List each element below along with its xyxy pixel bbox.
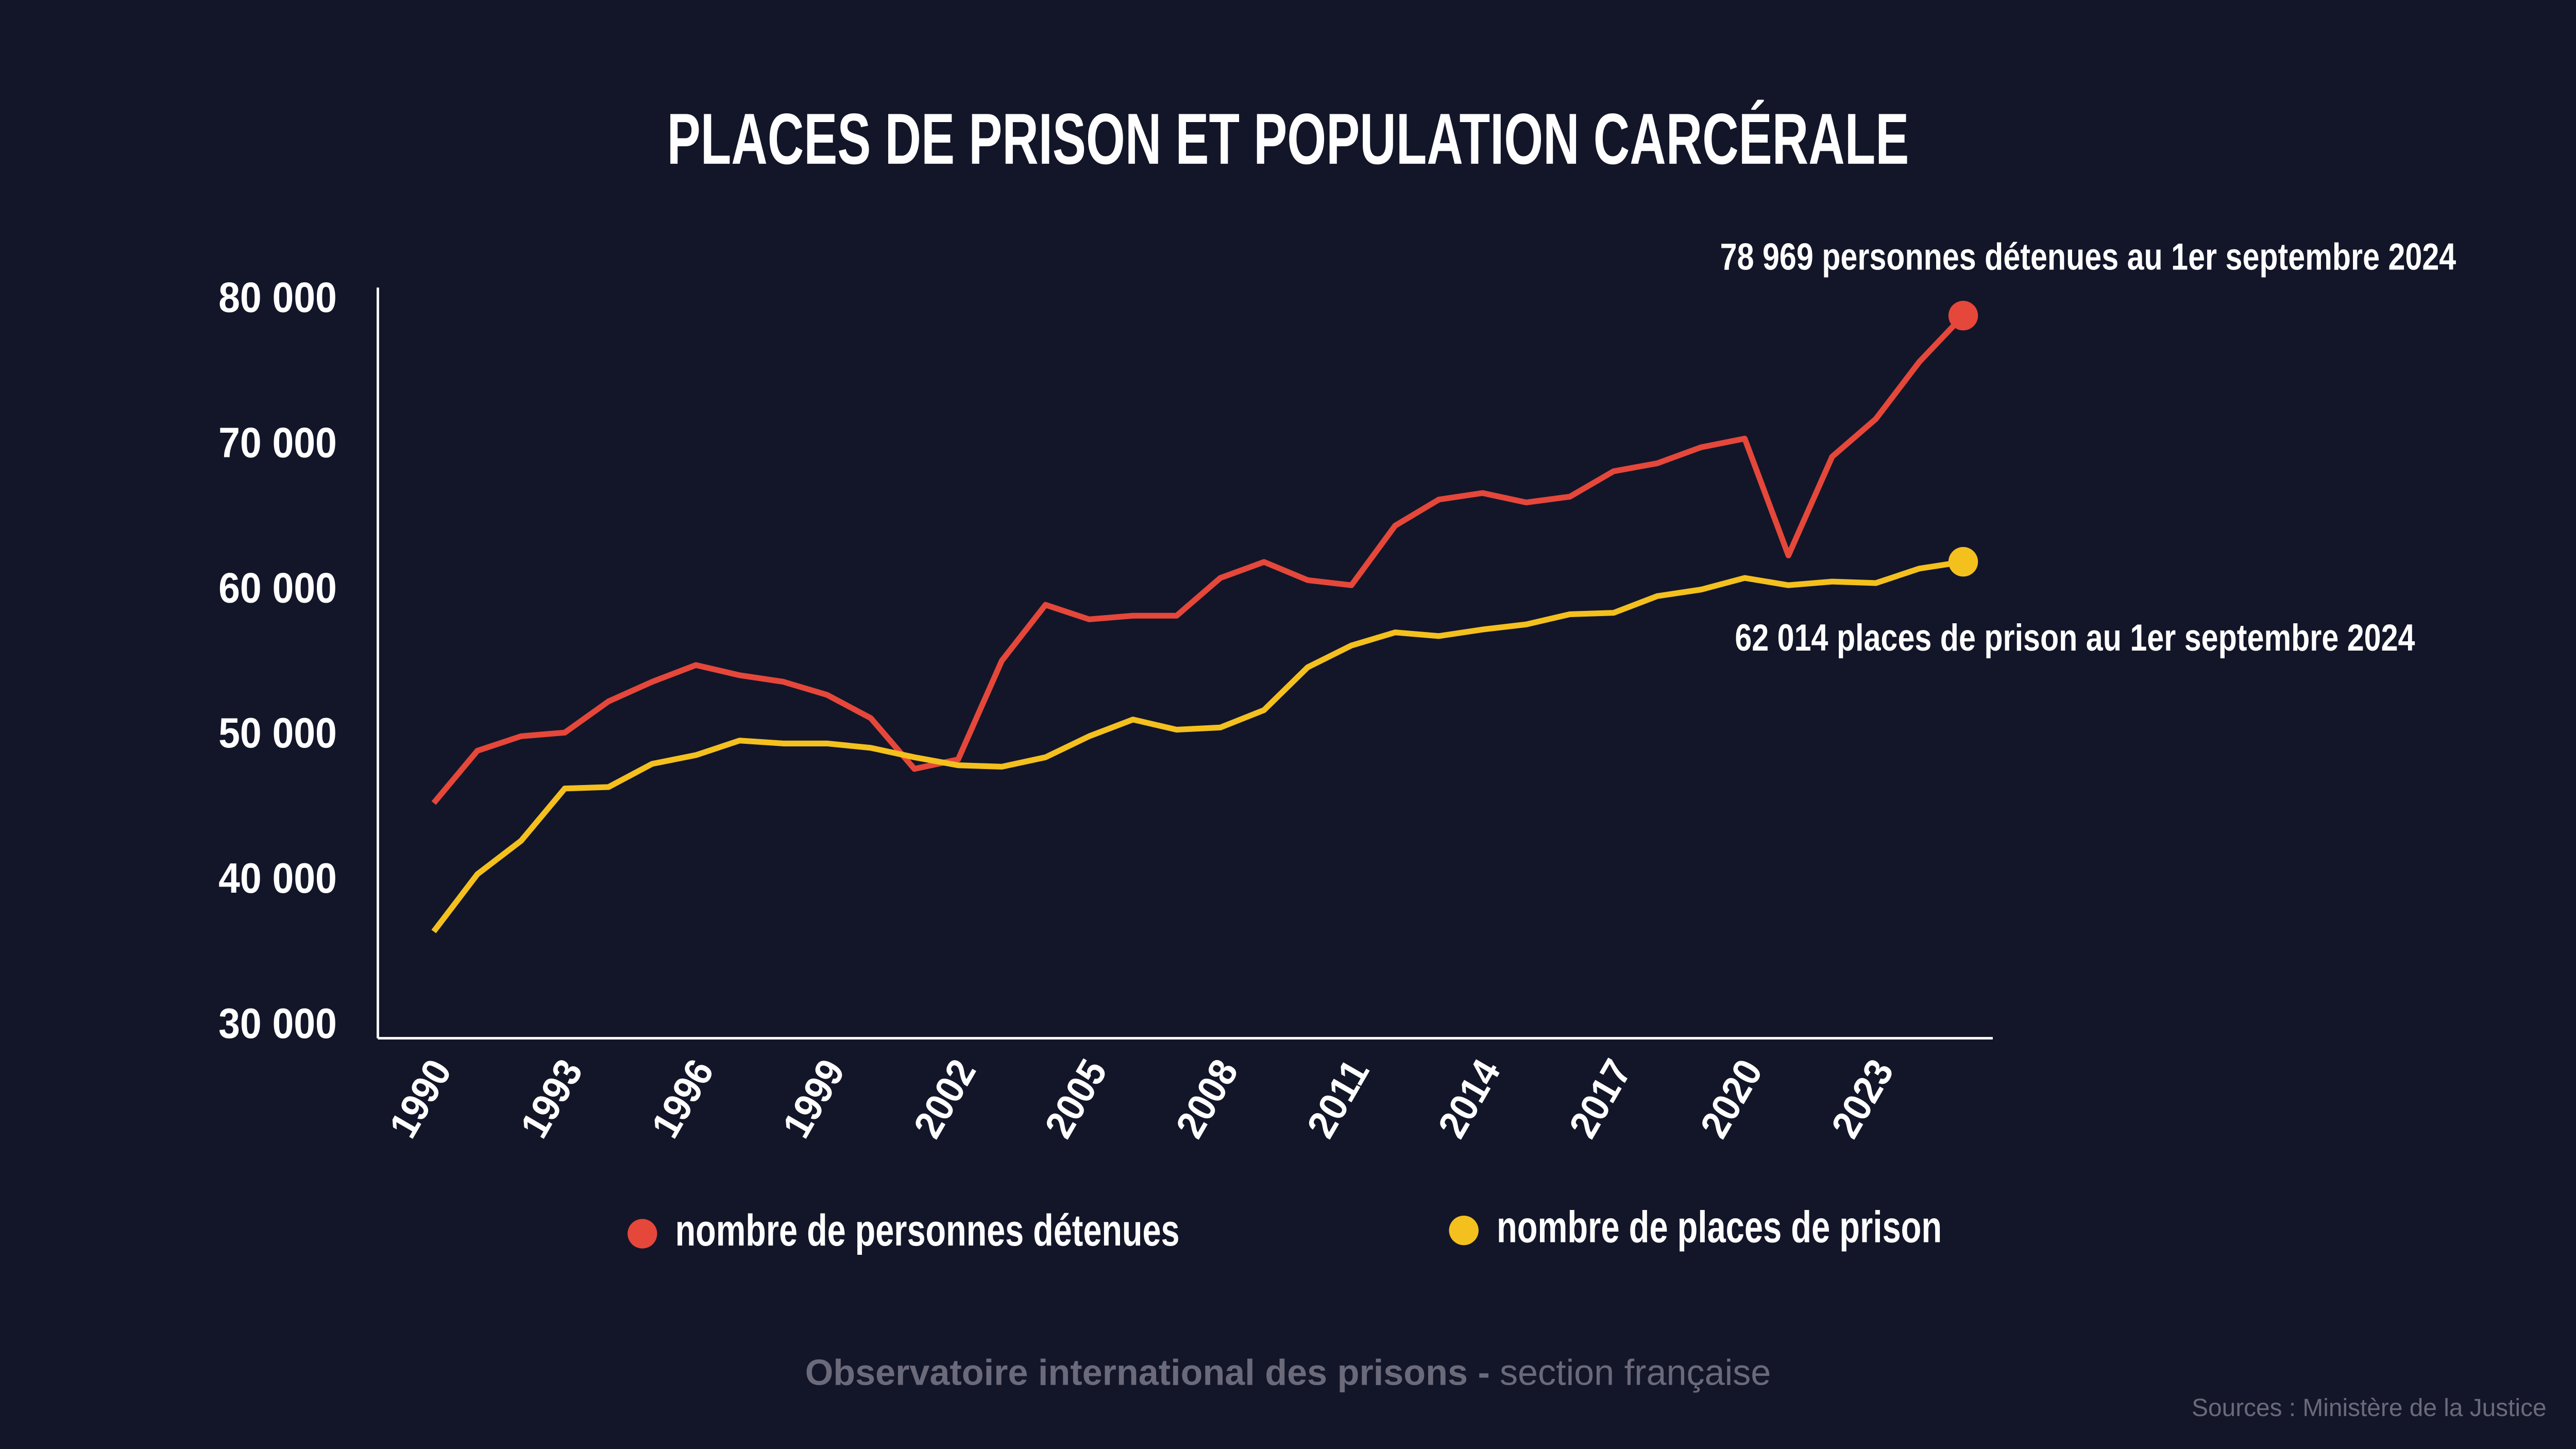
y-tick-label: 50 000 (218, 709, 337, 757)
end-marker (1948, 547, 1978, 577)
y-tick-label: 40 000 (218, 854, 337, 902)
y-tick-label: 30 000 (218, 999, 337, 1047)
y-tick-label: 80 000 (218, 274, 337, 321)
footer-bold: Observatoire international des prisons - (805, 1352, 1490, 1392)
series-line (431, 313, 1965, 805)
series-line (431, 559, 1964, 933)
legend-label: nombre de personnes détenues (675, 1206, 1180, 1255)
y-tick-label: 70 000 (218, 418, 337, 466)
chart-title: PLACES DE PRISON ET POPULATION CARCÉRALE (667, 98, 1909, 179)
footer: Observatoire international des prisons -… (805, 1352, 1771, 1392)
source: Sources : Ministère de la Justice (2192, 1394, 2547, 1422)
footer-light: section française (1500, 1352, 1771, 1392)
end-marker (1948, 301, 1978, 331)
annotation: 62 014 places de prison au 1er septembre… (1735, 617, 2415, 659)
y-tick-label: 60 000 (218, 564, 337, 611)
legend-swatch (628, 1219, 657, 1249)
legend-swatch (1449, 1215, 1479, 1246)
annotation: 78 969 personnes détenues au 1er septemb… (1720, 235, 2456, 278)
legend-label: nombre de places de prison (1497, 1202, 1942, 1252)
